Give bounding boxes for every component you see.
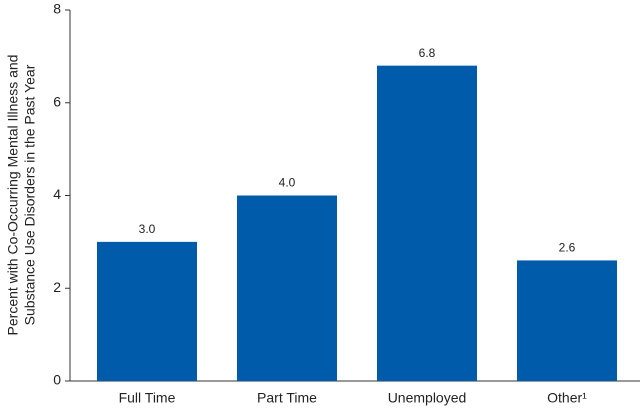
- y-tick-label: 8: [53, 1, 61, 17]
- bar: [237, 195, 337, 381]
- y-axis-label: Substance Use Disorders in the Past Year: [22, 64, 38, 325]
- y-tick-label: 4: [53, 186, 61, 202]
- bar: [97, 241, 197, 381]
- x-tick-label: Unemployed: [388, 390, 467, 406]
- data-label: 6.8: [419, 46, 436, 60]
- y-tick-label: 2: [53, 279, 61, 295]
- x-tick-label: Full Time: [119, 390, 176, 406]
- data-label: 4.0: [279, 176, 296, 190]
- x-tick-label: Other¹: [547, 390, 587, 406]
- x-tick-label: Part Time: [257, 390, 317, 406]
- y-tick-label: 0: [53, 372, 61, 388]
- data-label: 2.6: [559, 241, 576, 255]
- bar: [377, 65, 477, 382]
- y-axis-title: Percent with Co-Occurring Mental Illness…: [5, 55, 38, 336]
- y-axis-label: Percent with Co-Occurring Mental Illness…: [5, 55, 21, 336]
- data-label: 3.0: [139, 222, 156, 236]
- bar: [517, 260, 617, 381]
- y-tick-label: 6: [53, 93, 61, 109]
